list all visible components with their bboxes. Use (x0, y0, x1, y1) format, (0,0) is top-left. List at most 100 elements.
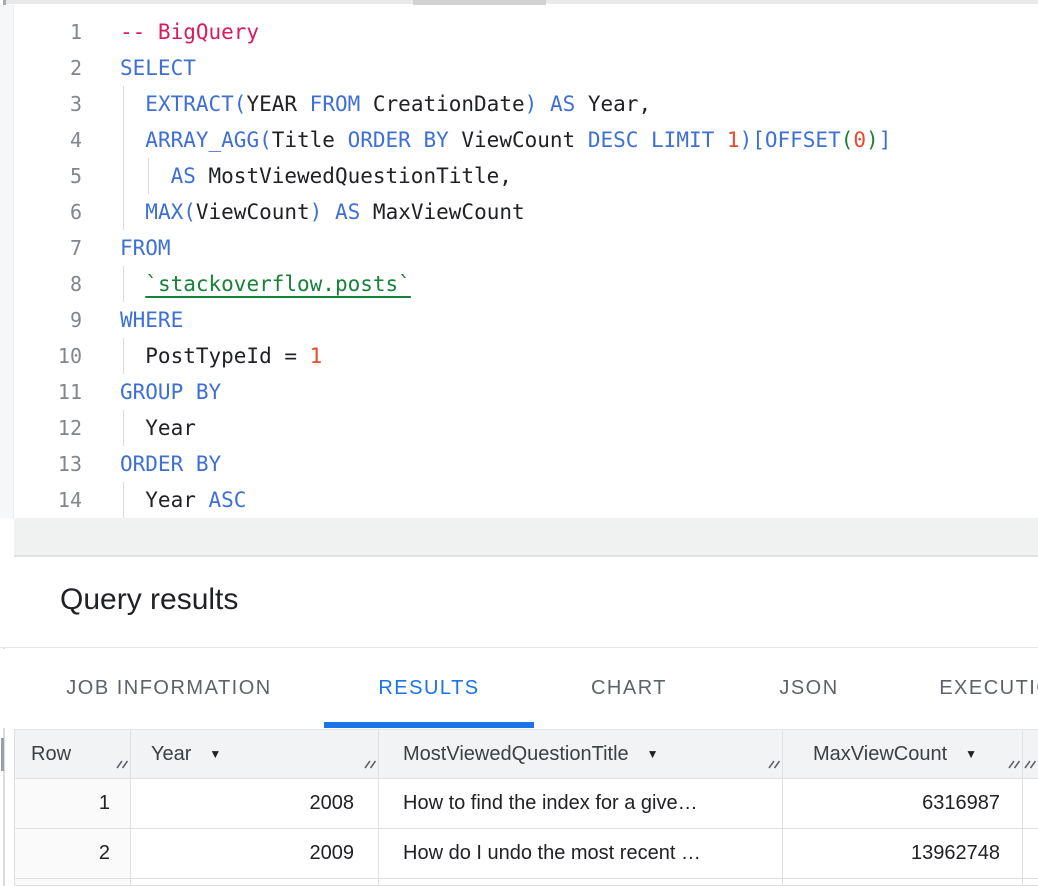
table-cell: How do I undo the most recent … (379, 829, 783, 879)
cell-value: How to find the index for a give… (403, 792, 698, 815)
column-header-mostviewedquestiontitle[interactable]: MostViewedQuestionTitle▼ (379, 729, 783, 779)
column-header-label: MaxViewCount (813, 743, 947, 766)
code-line: 13ORDER BY (0, 446, 1038, 482)
code-text: ORDER BY (120, 452, 221, 476)
table-row-partial (15, 879, 1038, 886)
column-dropdown-icon[interactable]: ▼ (647, 747, 659, 761)
line-number: 10 (0, 344, 82, 368)
column-header-year[interactable]: Year▼ (131, 729, 379, 779)
code-token: EXTRACT( (145, 92, 246, 116)
code-line: 3 EXTRACT(YEAR FROM CreationDate) AS Yea… (0, 86, 1038, 122)
indent-guide (123, 266, 125, 302)
tab-label: RESULTS (378, 677, 479, 700)
tab-results[interactable]: RESULTS (324, 649, 534, 728)
code-line: 11 GROUP BY (0, 374, 1038, 410)
table-row: 1 2008 How to find the index for a give… 63… (15, 779, 1038, 829)
code-token: MostViewedQuestionTitle, (196, 164, 512, 188)
line-number: 2 (0, 56, 82, 80)
code-token: CreationDate (360, 92, 524, 116)
code-token: ) (866, 128, 879, 152)
code-token: Title (272, 128, 348, 152)
code-text: GROUP BY (120, 380, 221, 404)
line-number: 14 (0, 488, 82, 512)
code-token: SELECT (120, 56, 196, 80)
code-text: Year ASC (120, 488, 246, 512)
line-number: 5 (0, 164, 82, 188)
column-resize-handle[interactable] (1023, 752, 1036, 775)
tab-job-information[interactable]: JOB INFORMATION (14, 649, 324, 728)
column-resize-handle[interactable] (766, 752, 780, 775)
code-line: 1-- BigQuery (0, 14, 1038, 50)
cell-value: 1 (99, 792, 110, 815)
table-cell: 6316987 (783, 779, 1023, 829)
indent-guide (123, 194, 125, 230)
column-resize-handle[interactable] (114, 752, 128, 775)
line-number: 12 (0, 416, 82, 440)
code-token: ViewCount (449, 128, 588, 152)
cell-value: 2 (99, 842, 110, 865)
column-dropdown-icon[interactable]: ▼ (209, 747, 221, 761)
code-token: ASC (209, 488, 247, 512)
cell-value: 2008 (310, 792, 355, 815)
column-header-extra[interactable] (1023, 729, 1038, 779)
code-text: SELECT (120, 56, 196, 80)
tab-label: JSON (779, 677, 838, 700)
indent-guide (123, 122, 125, 158)
table-cell (1023, 829, 1038, 879)
code-text: -- BigQuery (120, 20, 259, 44)
code-token: ) (525, 92, 538, 116)
table-header-row: RowYear▼MostViewedQuestionTitle▼MaxViewC… (15, 729, 1038, 779)
code-token: 1 (727, 128, 740, 152)
code-token: Year (120, 488, 209, 512)
results-table: RowYear▼MostViewedQuestionTitle▼MaxViewC… (14, 729, 1038, 886)
tab-label: CHART (591, 677, 667, 700)
tab-label: JOB INFORMATION (66, 677, 271, 700)
code-text: `stackoverflow.posts` (120, 272, 411, 296)
sql-editor[interactable]: 1-- BigQuery2SELECT3 EXTRACT(YEAR FROM C… (0, 5, 1038, 518)
code-text: WHERE (120, 308, 183, 332)
code-token (322, 200, 335, 224)
code-text: EXTRACT(YEAR FROM CreationDate) AS Year, (120, 92, 651, 116)
code-token: ViewCount (196, 200, 310, 224)
code-token: FROM (310, 92, 361, 116)
table-cell: How to find the index for a give… (379, 779, 783, 829)
code-token: 0 (853, 128, 866, 152)
code-token: PostTypeId = (120, 344, 310, 368)
column-dropdown-icon[interactable]: ▼ (965, 747, 977, 761)
code-token: AS (550, 92, 575, 116)
code-token: ORDER BY (348, 128, 449, 152)
code-token: WHERE (120, 308, 183, 332)
tab-execution-details[interactable]: EXECUTION DETAILS (894, 649, 1038, 728)
code-text: PostTypeId = 1 (120, 344, 322, 368)
line-number: 9 (0, 308, 82, 332)
table-reference-link[interactable]: `stackoverflow.posts` (145, 272, 411, 296)
code-text: Year (120, 416, 196, 440)
code-text: MAX(ViewCount) AS MaxViewCount (120, 200, 525, 224)
code-token: Year, (575, 92, 651, 116)
table-cell (783, 879, 1023, 886)
tab-json[interactable]: JSON (724, 649, 894, 728)
code-token (537, 92, 550, 116)
code-token: AS (335, 200, 360, 224)
code-token: FROM (120, 236, 171, 260)
column-header-row[interactable]: Row (15, 729, 131, 779)
indent-guide (123, 338, 125, 374)
table-cell: 1 (15, 779, 131, 829)
column-resize-handle[interactable] (1006, 752, 1020, 775)
query-results-title: Query results (60, 583, 238, 617)
column-header-maxviewcount[interactable]: MaxViewCount ▼ (783, 729, 1023, 779)
tab-label: EXECUTION DETAILS (939, 677, 1038, 700)
code-token: YEAR (246, 92, 309, 116)
code-token: MAX( (145, 200, 196, 224)
code-token: ] (879, 128, 892, 152)
scrollbar-thumb[interactable] (1, 738, 4, 771)
indent-guide (123, 410, 125, 446)
bigquery-query-screen: 1-- BigQuery2SELECT3 EXTRACT(YEAR FROM C… (0, 0, 1038, 886)
code-line: 5 AS MostViewedQuestionTitle, (0, 158, 1038, 194)
code-line: 4 ARRAY_AGG(Title ORDER BY ViewCount DES… (0, 122, 1038, 158)
table-cell (379, 879, 783, 886)
column-resize-handle[interactable] (362, 752, 376, 775)
line-number: 11 (0, 380, 82, 404)
code-line: 12 Year (0, 410, 1038, 446)
tab-chart[interactable]: CHART (534, 649, 724, 728)
